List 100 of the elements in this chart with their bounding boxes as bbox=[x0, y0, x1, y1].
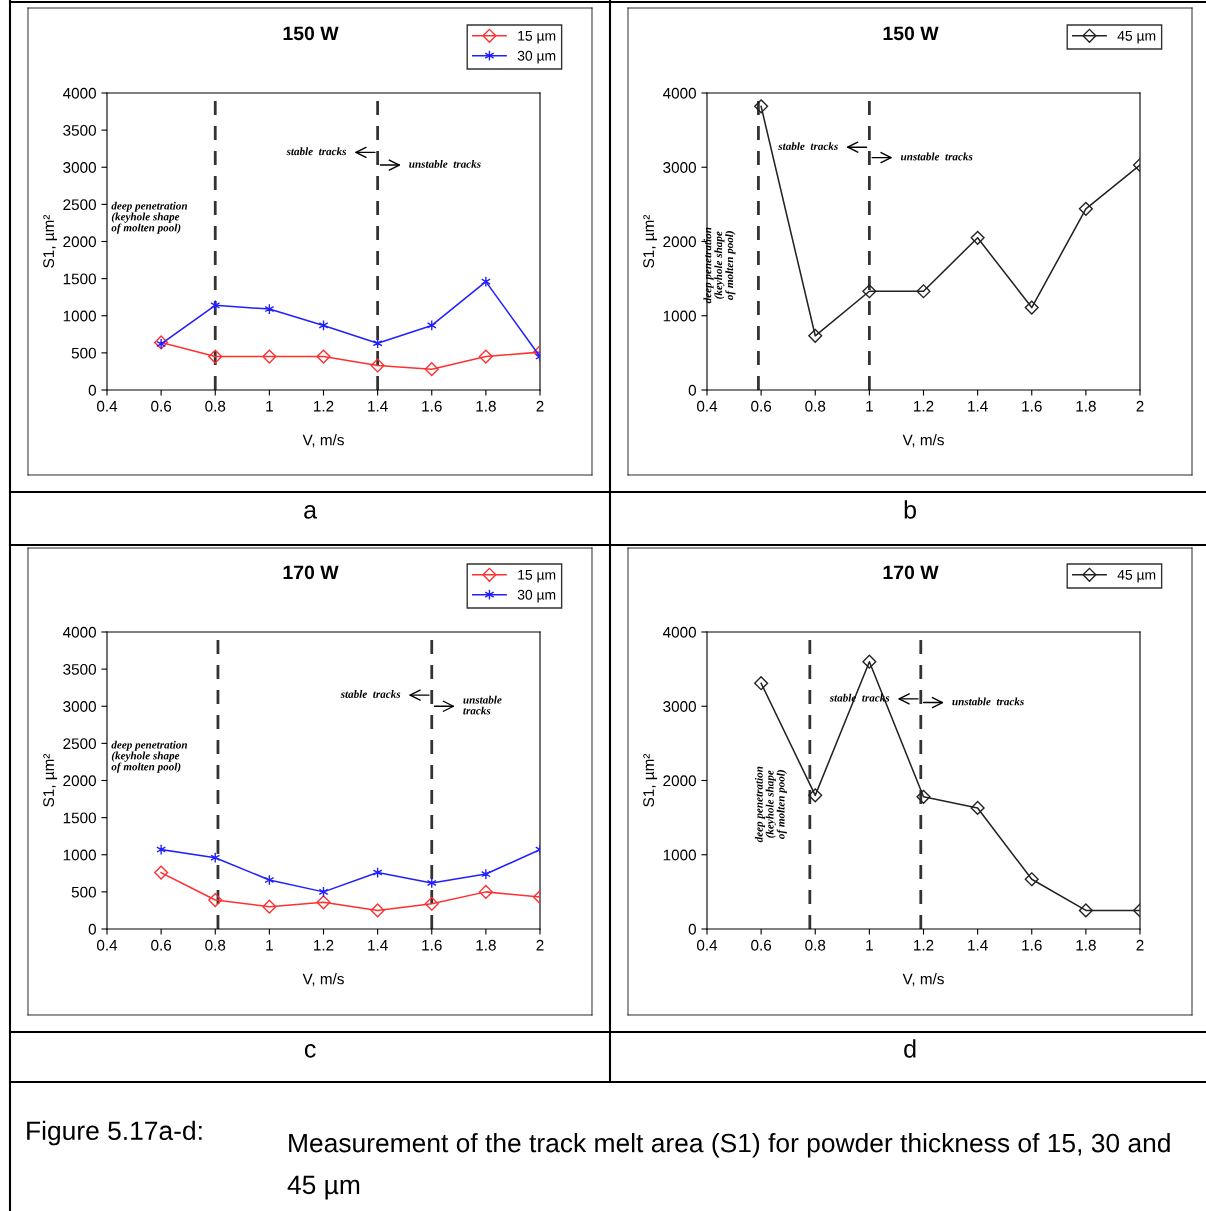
x-tick-label: 1 bbox=[266, 939, 273, 951]
legend-label: 15 µm bbox=[518, 31, 556, 44]
y-tick-label: 0 bbox=[88, 923, 96, 935]
x-tick-label: 0.6 bbox=[751, 939, 772, 951]
point bbox=[862, 284, 877, 299]
x-tick-label: 1.6 bbox=[1022, 939, 1042, 951]
annotation: deep penetration (keyhole shape of molten pool) bbox=[111, 201, 188, 234]
y-tick-label: 3000 bbox=[663, 701, 696, 712]
point bbox=[156, 843, 167, 856]
x-axis-title: V, m/s bbox=[302, 434, 344, 448]
x-tick-label: 2 bbox=[536, 400, 544, 412]
y-tick-label: 2000 bbox=[663, 775, 696, 787]
chart-title: 170 W bbox=[883, 565, 939, 580]
y-tick-label: 0 bbox=[688, 923, 696, 935]
point bbox=[754, 676, 769, 691]
x-tick-label: 2 bbox=[1136, 939, 1144, 951]
point bbox=[480, 276, 491, 288]
x-tick-label: 1 bbox=[866, 400, 873, 412]
x-tick-label: 1.4 bbox=[968, 400, 988, 412]
annotation: unstable tracks bbox=[900, 152, 973, 161]
x-tick-label: 2 bbox=[536, 939, 544, 951]
legend-label: 30 µm bbox=[517, 50, 556, 64]
text: d bbox=[904, 1039, 916, 1058]
y-tick-label: 2500 bbox=[63, 738, 96, 750]
point bbox=[808, 788, 823, 803]
point bbox=[424, 896, 439, 911]
x-tick-label: 0.6 bbox=[151, 400, 172, 412]
x-tick-label: 0.4 bbox=[696, 400, 718, 412]
y-tick-label: 1000 bbox=[63, 310, 96, 322]
x-tick-label: 1.6 bbox=[422, 939, 442, 951]
x-tick-label: 1.8 bbox=[476, 939, 496, 951]
point bbox=[480, 868, 491, 880]
x-tick-label: 1 bbox=[266, 400, 273, 412]
x-tick-label: 0.4 bbox=[696, 939, 718, 951]
y-tick-label: 2000 bbox=[63, 775, 96, 787]
x-tick-label: 1.8 bbox=[1076, 939, 1096, 951]
point bbox=[316, 895, 331, 910]
point bbox=[1078, 201, 1093, 216]
x-tick-label: 1.2 bbox=[914, 939, 934, 951]
y-tick-label: 3000 bbox=[63, 701, 96, 712]
x-tick-label: 0.8 bbox=[805, 939, 826, 951]
legend-label: 45 µm bbox=[1117, 570, 1156, 583]
x-axis-title: V, m/s bbox=[902, 434, 944, 448]
annotation: deep penetration (keyhole shape of molten pool) bbox=[754, 766, 787, 843]
annotation: stable tracks bbox=[340, 690, 401, 698]
point bbox=[916, 789, 931, 804]
x-tick-label: 0.6 bbox=[751, 400, 772, 412]
text: a bbox=[304, 505, 318, 519]
y-tick-label: 3500 bbox=[63, 124, 96, 136]
point bbox=[370, 903, 385, 918]
point bbox=[154, 865, 169, 880]
y-tick-label: 3500 bbox=[63, 663, 96, 675]
point bbox=[1024, 872, 1039, 887]
y-tick-label: 2000 bbox=[663, 236, 696, 248]
x-tick-label: 1.2 bbox=[314, 400, 334, 412]
chart-title: 150 W bbox=[283, 26, 339, 41]
y-tick-label: 2000 bbox=[63, 236, 96, 248]
x-tick-label: 1.2 bbox=[314, 939, 334, 951]
caption: Figure 5.17a-d: bbox=[27, 1120, 202, 1146]
point bbox=[1078, 903, 1093, 918]
point bbox=[478, 349, 493, 364]
y-tick-label: 1500 bbox=[63, 812, 96, 824]
chart-title: 170 W bbox=[283, 565, 339, 580]
y-axis-title: S1, µm² bbox=[643, 753, 658, 807]
text: b bbox=[904, 500, 916, 519]
y-tick-label: 1500 bbox=[63, 273, 96, 285]
y-tick-label: 500 bbox=[71, 886, 96, 898]
x-tick-label: 1.4 bbox=[368, 400, 388, 412]
point bbox=[808, 328, 823, 343]
point bbox=[754, 99, 769, 114]
x-tick-label: 1.8 bbox=[476, 400, 496, 412]
y-tick-label: 4000 bbox=[662, 626, 696, 638]
x-tick-label: 2 bbox=[1136, 400, 1144, 412]
x-tick-label: 1.6 bbox=[1022, 400, 1042, 412]
point bbox=[424, 362, 439, 377]
point bbox=[208, 349, 223, 364]
x-tick-label: 0.8 bbox=[205, 939, 226, 951]
x-tick-label: 1.4 bbox=[968, 939, 988, 951]
y-tick-label: 4000 bbox=[62, 626, 96, 638]
point bbox=[970, 230, 985, 245]
point bbox=[370, 358, 385, 373]
y-tick-label: 1000 bbox=[663, 849, 696, 861]
y-tick-label: 1000 bbox=[663, 310, 696, 322]
point bbox=[862, 654, 877, 669]
annotation: unstable tracks bbox=[463, 695, 502, 715]
annotation: deep penetration (keyhole shape of molten pool) bbox=[111, 740, 188, 773]
x-tick-label: 1.6 bbox=[422, 400, 442, 412]
y-tick-label: 0 bbox=[88, 384, 96, 396]
y-axis-title: S1, µm² bbox=[43, 753, 58, 807]
y-tick-label: 0 bbox=[688, 384, 696, 396]
annotation: deep penetration (keyhole shape of molten pool) bbox=[703, 227, 736, 304]
chart-title: 150 W bbox=[883, 26, 939, 41]
annotation: stable tracks bbox=[778, 142, 838, 150]
annotation: unstable tracks bbox=[952, 697, 1024, 706]
point bbox=[262, 349, 277, 364]
point bbox=[316, 349, 331, 364]
y-axis-title: S1, µm² bbox=[643, 214, 658, 268]
x-tick-label: 1.8 bbox=[1076, 400, 1096, 412]
point bbox=[208, 892, 223, 908]
point bbox=[916, 284, 931, 299]
